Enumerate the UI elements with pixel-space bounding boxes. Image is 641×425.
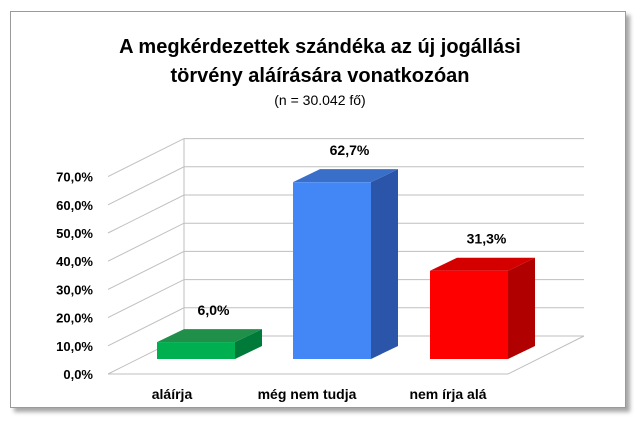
- gridline-6: [107, 166, 584, 206]
- chart-title-line-1: A megkérdezettek szándéka az új jogállás…: [119, 36, 521, 58]
- gridline-7: [107, 138, 584, 178]
- bar-top-1: [293, 169, 398, 183]
- category-labels: aláírja még nem tudja nem írja alá: [152, 386, 487, 402]
- bar-0: [157, 329, 262, 359]
- bar-top-2: [430, 257, 535, 271]
- chart-subtitle: (n = 30.042 fő): [274, 92, 365, 108]
- category-label-2: nem írja alá: [409, 386, 486, 402]
- category-label-0: aláírja: [152, 386, 193, 402]
- bar-side-0: [235, 329, 262, 359]
- data-label-1: 62,7%: [330, 142, 370, 158]
- gridline-4: [107, 222, 584, 262]
- gridline-5: [107, 194, 584, 234]
- y-tick-label-3: 30,0%: [56, 282, 93, 297]
- y-tick-label-0: 0,0%: [63, 367, 93, 382]
- y-axis-tick-labels: 0,0% 10,0% 20,0% 30,0% 40,0% 50,0% 60,0% 70,0%: [56, 170, 93, 382]
- y-tick-label-4: 40,0%: [56, 254, 93, 269]
- bar-1: [293, 169, 398, 359]
- floor-edge: [108, 335, 585, 375]
- bar-side-2: [508, 257, 535, 359]
- gridline-3: [107, 250, 584, 290]
- bar-side-1: [371, 169, 398, 359]
- bar-front-0: [157, 342, 235, 359]
- bar-front-1: [293, 182, 371, 359]
- y-tick-label-2: 20,0%: [56, 311, 93, 326]
- bar-front-2: [430, 270, 508, 359]
- y-tick-label-6: 60,0%: [56, 198, 93, 213]
- data-label-0: 6,0%: [198, 302, 230, 318]
- y-tick-label-7: 70,0%: [56, 170, 93, 185]
- data-label-2: 31,3%: [467, 231, 507, 247]
- bar-top-0: [157, 329, 262, 343]
- data-labels: 6,0% 62,7% 31,3%: [198, 142, 507, 318]
- bar-2: [430, 257, 535, 359]
- category-label-1: még nem tudja: [258, 386, 357, 402]
- y-tick-label-5: 50,0%: [56, 226, 93, 241]
- bars: [157, 169, 535, 359]
- gridlines: [107, 138, 585, 375]
- chart-title-line-2: törvény aláírására vonatkozóan: [170, 65, 469, 87]
- y-tick-label-1: 10,0%: [56, 339, 93, 354]
